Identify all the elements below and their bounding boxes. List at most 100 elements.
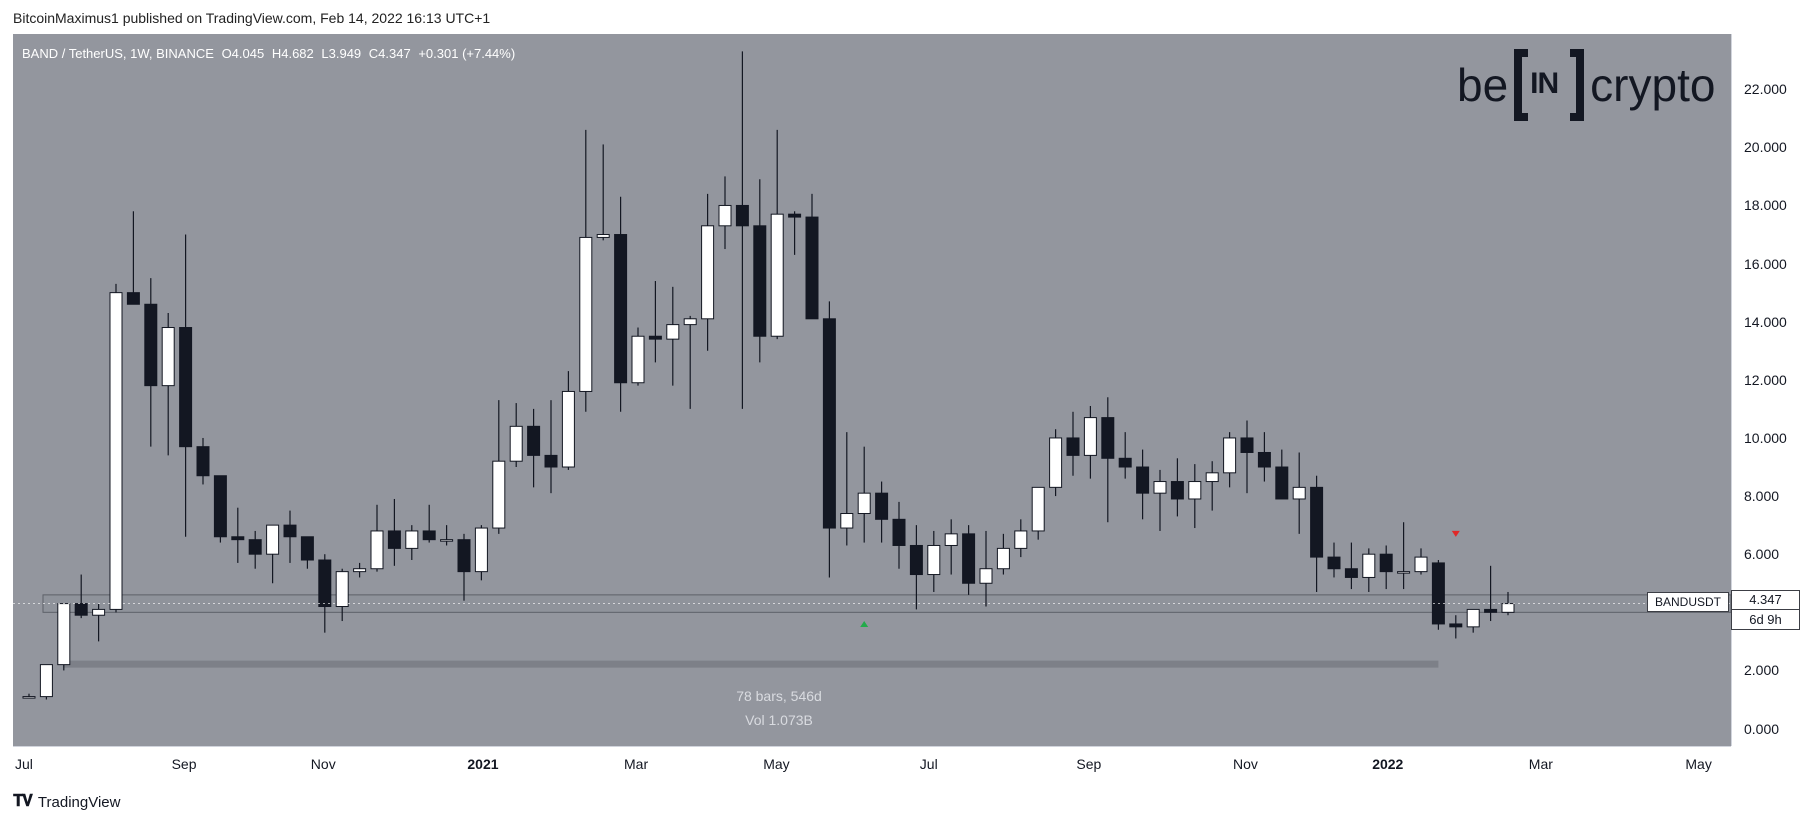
price-tick-label: 22.000 (1744, 81, 1787, 98)
candle-up (1205, 472, 1219, 483)
candle-down (909, 544, 923, 576)
candle-up (57, 603, 71, 666)
candle-up (266, 524, 280, 555)
chart-legend: BAND / TetherUS, 1W, BINANCE O4.045 H4.6… (22, 46, 519, 61)
candle-down (527, 425, 541, 456)
time-tick-label: Mar (1528, 756, 1553, 772)
candle-down (1257, 451, 1271, 468)
price-tick-label: 14.000 (1744, 313, 1787, 330)
candle-up (996, 547, 1010, 570)
candle-up (701, 225, 715, 320)
price-tick-label: 6.000 (1744, 546, 1780, 563)
price-tick-label: 10.000 (1744, 429, 1787, 446)
symbol-label: BANDUSDT (1647, 592, 1729, 612)
price-axis[interactable]: 22.000 20.000 18.000 16.000 14.000 12.000 10.0… (1731, 34, 1801, 746)
time-tick-label: 2022 (1372, 756, 1404, 772)
candle-up (109, 292, 123, 610)
candle-down (1240, 437, 1254, 453)
tradingview-text: TradingView (37, 793, 121, 811)
candle-up (1083, 417, 1097, 456)
candle-down (318, 559, 332, 608)
candle-up (335, 571, 349, 608)
candle-up (927, 544, 941, 576)
currency-unit-button[interactable]: USDT (1742, 42, 1786, 64)
candle-down (283, 524, 297, 538)
legend-symbol[interactable]: BAND / TetherUS, 1W, BINANCE (22, 46, 214, 61)
published-header: BitcoinMaximus1 published on TradingView… (13, 10, 491, 26)
bar-countdown: 6d 9h (1731, 610, 1800, 630)
candle-down (1136, 466, 1150, 494)
candle-down (248, 539, 262, 555)
candle-up (1501, 603, 1515, 613)
candle-down (892, 518, 906, 546)
candle-up (1153, 481, 1167, 494)
candle-up (92, 608, 106, 616)
tradingview-icon: 𝐓𝐕 (13, 793, 33, 810)
time-tick-label: Jul (15, 756, 33, 772)
tradingview-logo[interactable]: 𝐓𝐕 TradingView (13, 793, 120, 811)
candle-down (144, 303, 158, 387)
candle-down (196, 446, 210, 477)
candle-up (1049, 437, 1063, 488)
time-tick-label: Sep (171, 756, 197, 772)
candle-down (126, 292, 140, 305)
candle-up (1397, 571, 1411, 574)
candle-up (1292, 486, 1306, 500)
marker-up-arrow (860, 620, 869, 627)
candle-up (474, 527, 488, 573)
candle-down (1170, 481, 1184, 500)
candle-down (231, 536, 245, 541)
candle-up (857, 492, 871, 515)
brand-bracket-left (1514, 49, 1529, 121)
brand-bracket-right (1570, 49, 1585, 121)
candle-down (1327, 556, 1341, 570)
current-price-label: 4.347 (1731, 590, 1800, 610)
candle-up (22, 696, 36, 699)
legend-high: H4.682 (271, 46, 314, 61)
time-tick-label: Nov (310, 756, 336, 772)
price-tick-label: 2.000 (1744, 662, 1780, 679)
time-tick-label: May (763, 756, 790, 772)
candle-down (1449, 623, 1463, 628)
legend-open: O4.045 (221, 46, 265, 61)
candle-down (1344, 568, 1358, 578)
candle-down (544, 454, 558, 468)
candle-up (161, 327, 175, 387)
brand-right: crypto (1590, 59, 1716, 111)
candle-down (300, 536, 314, 561)
candle-down (735, 204, 749, 227)
candle-up (405, 530, 419, 549)
measure-stats: 78 bars, 546d Vol 1.073B (13, 688, 1545, 736)
candle-up (1362, 553, 1376, 578)
candle-down (457, 539, 471, 573)
candle-down (74, 603, 88, 616)
chart-area[interactable] (13, 34, 1731, 746)
candle-down (422, 530, 436, 541)
candle-up (596, 234, 610, 238)
candle-up (1014, 530, 1028, 549)
legend-close: C4.347 (368, 46, 411, 61)
legend-change: +0.301 (+7.44%) (418, 46, 516, 61)
time-tick-label: Nov (1233, 756, 1258, 772)
candle-up (718, 204, 732, 227)
brand-left: be (1457, 59, 1509, 111)
stats-bars: 78 bars, 546d (736, 688, 822, 704)
candle-up (39, 664, 53, 698)
candle-down (962, 533, 976, 584)
beincrypto-logo: be IN crypto (1457, 48, 1715, 122)
candle-up (770, 213, 784, 337)
price-tick-label: 18.000 (1744, 197, 1787, 214)
legend-low: L3.949 (321, 46, 362, 61)
candle-down (213, 475, 227, 538)
candle-down (1484, 608, 1498, 613)
candle-up (509, 425, 523, 462)
price-tick-label: 8.000 (1744, 488, 1780, 505)
candle-down (805, 216, 819, 320)
price-tick-label: 16.000 (1744, 255, 1787, 272)
candle-down (875, 492, 889, 520)
marker-down-arrow (1451, 530, 1460, 537)
time-axis[interactable]: Jul Sep Nov 2021 Mar May Jul Sep Nov 2022 Mar May (13, 746, 1731, 781)
candle-down (1431, 562, 1445, 625)
candle-down (614, 234, 628, 384)
time-tick-label: Mar (624, 756, 649, 772)
